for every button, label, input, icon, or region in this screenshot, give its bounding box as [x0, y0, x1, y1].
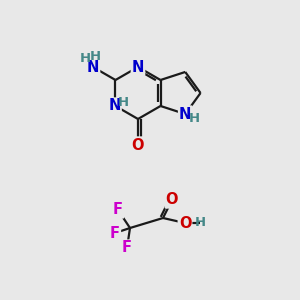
Text: O: O	[166, 193, 178, 208]
Text: H: H	[118, 97, 129, 110]
Text: F: F	[110, 226, 120, 241]
Text: F: F	[113, 202, 123, 217]
Text: H: H	[80, 52, 91, 64]
Text: F: F	[122, 241, 132, 256]
Text: N: N	[132, 59, 144, 74]
Text: O: O	[179, 215, 191, 230]
Text: N: N	[108, 98, 121, 113]
Text: H: H	[189, 112, 200, 124]
Text: N: N	[87, 59, 99, 74]
Text: N: N	[179, 106, 191, 122]
Text: H: H	[89, 50, 100, 64]
Text: O: O	[132, 137, 144, 152]
Text: H: H	[194, 217, 206, 230]
